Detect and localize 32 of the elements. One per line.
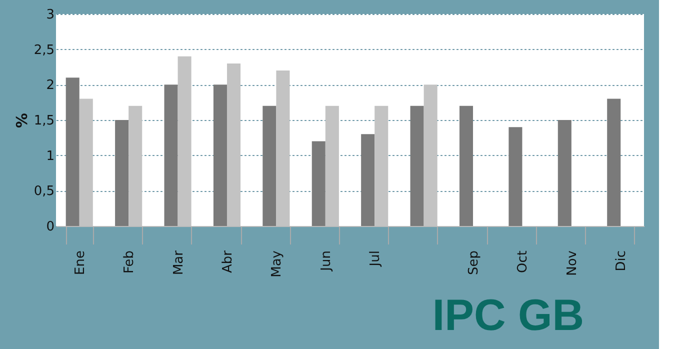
x-tick-label: Sep — [466, 250, 482, 276]
x-tick-label: Dic — [614, 250, 630, 272]
bar — [361, 134, 375, 226]
y-tick-label: 1,5 — [34, 114, 54, 128]
x-tick-label: Abr — [220, 250, 236, 273]
text: IPC GB — [432, 290, 584, 340]
y-axis-title: % — [12, 112, 31, 128]
x-tick-label: Jun — [318, 250, 334, 272]
x-tick-label: Ene — [72, 250, 88, 275]
bar — [164, 84, 178, 226]
x-tick-label: May — [270, 250, 285, 278]
x-tick-label: Mar — [171, 250, 186, 276]
bar — [312, 141, 326, 226]
bar — [558, 120, 572, 226]
y-tick-label: 2 — [46, 78, 54, 94]
x-tick-label: Feb — [122, 250, 138, 274]
y-tick-label: 2,5 — [34, 42, 54, 58]
bar — [213, 84, 227, 226]
y-tick-label: 1 — [46, 148, 54, 164]
y-tick-label: 0 — [46, 220, 54, 234]
y-tick-label: 3 — [46, 8, 54, 22]
bar — [66, 78, 80, 226]
bar — [115, 120, 129, 226]
x-tick-label: Jul — [368, 250, 384, 268]
bar — [607, 98, 621, 226]
bar — [410, 106, 424, 226]
bar — [508, 127, 522, 226]
y-tick-label: 0,5 — [34, 184, 54, 200]
bar — [262, 106, 276, 226]
bar — [459, 106, 474, 226]
x-tick-label: Oct — [516, 250, 531, 273]
x-tick-label: Nov — [564, 250, 580, 276]
